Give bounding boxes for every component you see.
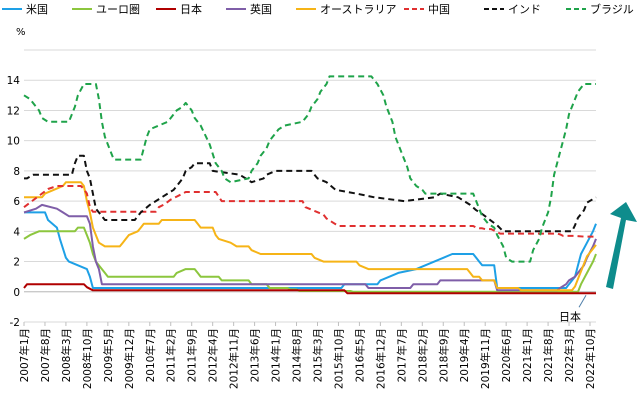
legend-label-2: 日本 — [180, 2, 202, 16]
y-tick-label: 12 — [7, 105, 20, 117]
legend-label-1: ユーロ圏 — [96, 3, 140, 16]
x-tick-label: 2007年1月 — [18, 328, 31, 382]
y-tick-label: 4 — [13, 226, 20, 238]
y-tick-label: 0 — [13, 287, 20, 299]
x-tick-label: 2011年2月 — [165, 328, 178, 382]
x-tick-label: 2019年11月 — [479, 328, 492, 389]
gridlines — [24, 49, 596, 323]
x-tick-label: 2022年10月 — [584, 328, 597, 389]
annotation-label: 日本 — [559, 309, 581, 323]
x-tick-label: 2009年5月 — [102, 328, 115, 382]
legend-label-6: インド — [508, 3, 541, 16]
legend-label-5: 中国 — [428, 3, 450, 16]
y-tick-label: -2 — [10, 317, 20, 329]
x-tick-label: 2021年8月 — [542, 328, 555, 382]
x-tick-label: 2009年12月 — [123, 328, 136, 389]
x-tick-label: 2014年8月 — [291, 328, 304, 382]
series-line-6 — [24, 154, 597, 233]
y-tick-label: 14 — [7, 75, 21, 87]
y-tick-label: 10 — [7, 136, 20, 148]
axes: -2 0 2 4 6 8 10 12 14 2007年1月 2007年8月 2008年3月 2008年1… — [7, 75, 597, 389]
series-line-5 — [23, 185, 596, 238]
legend-label-0: 米国 — [26, 3, 48, 16]
x-tick-label: 2016年12月 — [374, 328, 387, 389]
legend: 米国 ユーロ圏 日本 英国 オーストラリア 中国 インド ブラジル — [2, 2, 634, 16]
x-tick-label: 2018年9月 — [437, 328, 450, 382]
legend-label-3: 英国 — [250, 2, 272, 16]
series-lines — [23, 75, 597, 295]
x-tick-label: 2007年8月 — [39, 328, 52, 382]
x-tick-label: 2011年9月 — [186, 328, 199, 382]
x-tick-label: 2015年3月 — [311, 328, 324, 382]
series-line-3 — [23, 203, 597, 292]
x-tick-label: 2012年4月 — [207, 328, 220, 382]
y-unit-label: % — [16, 27, 26, 38]
series-line-7 — [23, 75, 596, 263]
x-tick-label: 2018年2月 — [416, 328, 429, 382]
y-tick-label: 8 — [13, 166, 20, 178]
series-line-2 — [23, 283, 596, 295]
y-tick-label: 2 — [13, 257, 20, 269]
legend-label-4: オーストラリア — [320, 3, 396, 16]
legend-label-7: ブラジル — [590, 2, 634, 16]
series-line-0 — [24, 211, 597, 289]
x-tick-label: 2008年10月 — [81, 328, 94, 389]
x-tick-label: 2012年11月 — [228, 328, 241, 389]
x-tick-label: 2022年3月 — [563, 328, 576, 382]
y-tick-label: 6 — [13, 196, 20, 208]
annotation-pointer — [578, 295, 587, 308]
series-line-1 — [23, 226, 597, 293]
x-tick-label: 2017年7月 — [395, 328, 408, 382]
x-tick-label: 2016年5月 — [353, 328, 366, 382]
upward-arrow-icon — [606, 202, 637, 289]
x-tick-label: 2008年3月 — [60, 328, 73, 382]
x-tick-label: 2020年6月 — [500, 328, 513, 382]
x-tick-label: 2019年4月 — [458, 328, 471, 382]
x-tick-label: 2013年6月 — [249, 328, 262, 382]
x-tick-label: 2014年1月 — [270, 328, 283, 382]
x-tick-label: 2015年10月 — [332, 328, 345, 389]
x-tick-label: 2021年1月 — [521, 328, 534, 382]
series-line-4 — [24, 181, 597, 292]
annotation: 日本 — [559, 295, 587, 323]
x-tick-label: 2010年7月 — [144, 328, 157, 382]
